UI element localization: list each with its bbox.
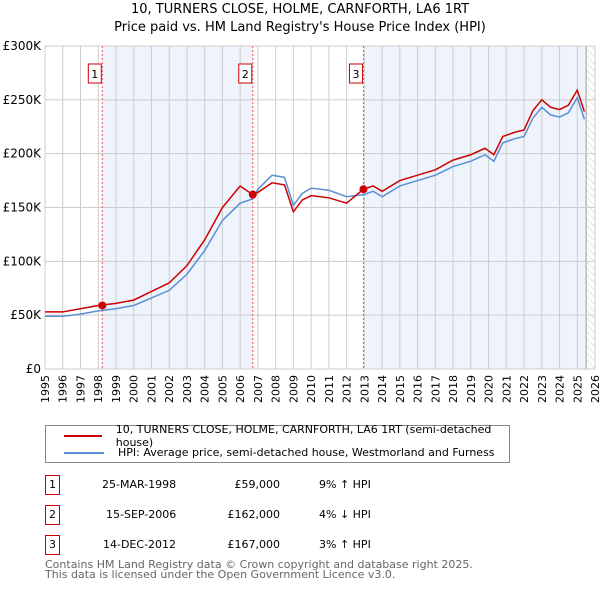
sale-label-box (87, 63, 102, 84)
x-tick-label: 1995 (39, 375, 52, 403)
sale-marker: 1 (45, 475, 60, 495)
sale-marker: 2 (45, 505, 60, 525)
sale-price: £162,000 (227, 508, 281, 521)
sale-row: 3 14-DEC-2012 £167,000 3% ↑ HPI (45, 535, 545, 555)
legend-swatch-hpi (64, 451, 104, 454)
x-tick-label: 2025 (571, 375, 584, 403)
y-tick-label: £200K (3, 147, 43, 161)
x-tick-label: 2005 (216, 375, 229, 403)
legend: 10, TURNERS CLOSE, HOLME, CARNFORTH, LA6… (45, 422, 510, 463)
x-tick-label: 1998 (92, 375, 105, 403)
property-price-line (45, 88, 586, 313)
sale-label: 1 (91, 68, 98, 81)
x-tick-label: 2004 (199, 375, 212, 403)
y-tick-label: £150K (3, 201, 43, 215)
plot-border (44, 45, 596, 370)
x-tick-label: 2003 (181, 375, 194, 403)
x-tick-label: 2006 (234, 375, 247, 403)
y-tick-label: £0 (26, 362, 41, 376)
x-tick-label: 2016 (412, 375, 425, 403)
hpi-line (45, 95, 586, 317)
x-tick-label: 2014 (376, 375, 389, 403)
x-tick-label: 2000 (128, 375, 141, 403)
sale-row: 2 15-SEP-2006 £162,000 4% ↓ HPI (45, 505, 545, 525)
x-tick-label: 2018 (447, 375, 460, 403)
sale-row: 1 25-MAR-1998 £59,000 9% ↑ HPI (45, 475, 545, 495)
legend-label-hpi: HPI: Average price, semi-detached house,… (118, 446, 495, 459)
sale-point (359, 185, 368, 194)
x-tick-label: 1997 (74, 375, 87, 403)
x-tick-label: 2015 (394, 375, 407, 403)
legend-label-property: 10, TURNERS CLOSE, HOLME, CARNFORTH, LA6… (115, 422, 492, 449)
chart-subtitle: Price paid vs. HM Land Registry's House … (114, 20, 486, 35)
sale-label: 3 (352, 68, 359, 81)
sale-hpi: 3% ↑ HPI (319, 538, 371, 551)
x-tick-label: 2008 (270, 375, 283, 403)
sale-price: £59,000 (234, 478, 281, 491)
x-tick-label: 2021 (500, 375, 513, 403)
x-tick-label: 2001 (145, 375, 158, 403)
x-tick-label: 2002 (163, 375, 176, 403)
x-tick-label: 2013 (358, 375, 371, 403)
x-tick-label: 2023 (536, 375, 549, 403)
sale-date: 25-MAR-1998 (102, 478, 177, 491)
y-tick-label: £50K (10, 308, 42, 322)
sale-point (98, 301, 107, 310)
x-tick-label: 2009 (287, 375, 300, 403)
sale-date: 15-SEP-2006 (106, 508, 177, 521)
sale-hpi: 4% ↓ HPI (319, 508, 371, 521)
sale-price: £167,000 (227, 538, 281, 551)
x-tick-label: 1996 (57, 375, 70, 403)
legend-swatch-property (64, 434, 102, 437)
copyright-text: Contains HM Land Registry data © Crown c… (45, 558, 473, 571)
sale-marker: 3 (45, 535, 60, 555)
y-tick-label: £250K (3, 93, 43, 107)
sale-label: 2 (242, 68, 249, 81)
sale-hpi: 9% ↑ HPI (319, 478, 371, 491)
x-tick-label: 2022 (518, 375, 531, 403)
sale-point (248, 190, 257, 199)
x-tick-label: 2011 (323, 375, 336, 403)
y-tick-label: £300K (3, 39, 43, 53)
x-tick-label: 2019 (465, 375, 478, 403)
licence-text: This data is licensed under the Open Gov… (45, 568, 396, 581)
x-tick-label: 2020 (483, 375, 496, 403)
x-tick-label: 2017 (429, 375, 442, 403)
x-tick-label: 1999 (110, 375, 123, 403)
x-tick-label: 2010 (305, 375, 318, 403)
x-tick-label: 2012 (341, 375, 354, 403)
x-tick-label: 2024 (554, 375, 567, 403)
sale-label-box (348, 63, 363, 84)
x-tick-label: 2026 (589, 375, 600, 403)
footer: Contains HM Land Registry data © Crown c… (45, 558, 473, 581)
sale-date: 14-DEC-2012 (103, 538, 177, 551)
y-tick-label: £100K (3, 254, 43, 268)
price-chart: 1995 1996 1997 1998 1999 2000 2001 2002 2003 2004… (3, 39, 600, 403)
sale-label-box (238, 63, 253, 84)
chart-title: 10, TURNERS CLOSE, HOLME, CARNFORTH, LA6… (130, 2, 470, 17)
x-tick-label: 2007 (252, 375, 265, 403)
